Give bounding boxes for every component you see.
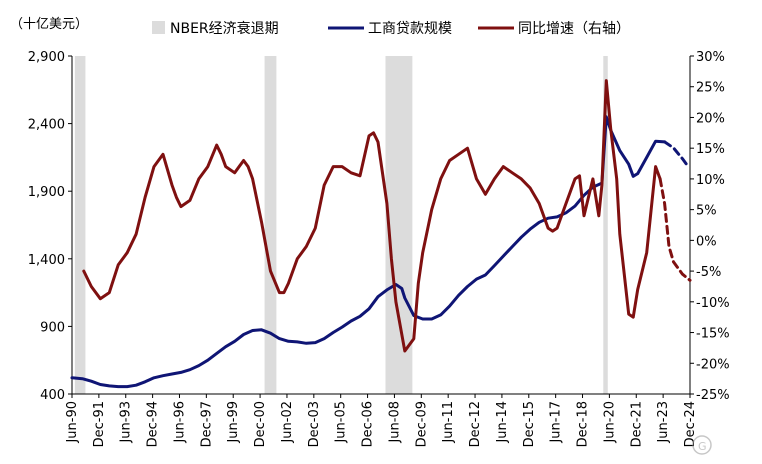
legend: NBER经济衰退期 工商贷款规模 同比增速（右轴） xyxy=(152,20,630,37)
series-lines xyxy=(70,79,692,389)
right-tick-label: -10% xyxy=(696,296,730,311)
right-tick-label: 0% xyxy=(696,234,717,249)
right-tick-label: -5% xyxy=(696,265,721,280)
right-tick-label: -25% xyxy=(696,388,730,403)
left-tick-label: 2,900 xyxy=(28,50,65,65)
right-tick-label: -15% xyxy=(696,327,730,342)
x-tick-label: Dec-18 xyxy=(576,401,591,447)
right-tick-label: 20% xyxy=(696,111,725,126)
right-tick-label: 15% xyxy=(696,142,725,157)
left-tick-label: 1,900 xyxy=(28,185,65,200)
recession-band-1 xyxy=(264,56,277,394)
x-tick-label: Dec-21 xyxy=(629,401,644,447)
x-tick-label: Dec-03 xyxy=(307,401,322,447)
x-tick-label: Jun-23 xyxy=(656,401,671,444)
right-tick-label: 5% xyxy=(696,204,717,219)
right-tick-label: 25% xyxy=(696,81,725,96)
x-tick-label: Dec-06 xyxy=(361,401,376,447)
right-tick-label: 10% xyxy=(696,173,725,188)
loans-line-dashed xyxy=(663,140,690,169)
yoy-line-solid xyxy=(82,79,662,353)
loans-line-solid xyxy=(70,115,667,389)
x-tick-label: Dec-12 xyxy=(468,401,483,447)
x-tick-label: Jun-17 xyxy=(549,401,564,444)
axes xyxy=(68,55,694,398)
tick-labels: 400 900 1,400 1,900 2,400 2,900 -25% -20% -15% -1… xyxy=(28,50,730,447)
x-tick-label: Jun-02 xyxy=(280,401,295,444)
yoy-line-dashed xyxy=(658,177,692,282)
left-axis-unit: （十亿美元） xyxy=(10,17,88,32)
recession-band-3 xyxy=(603,56,608,394)
left-tick-label: 400 xyxy=(40,388,65,403)
x-tick-label: Dec-24 xyxy=(683,401,698,447)
x-tick-label: Dec-15 xyxy=(522,401,537,447)
x-tick-label: Dec-91 xyxy=(92,401,107,447)
left-tick-label: 2,400 xyxy=(28,118,65,133)
x-tick-label: Jun-14 xyxy=(495,401,510,444)
watermark: G xyxy=(692,435,712,455)
legend-loans-label: 工商贷款规模 xyxy=(368,21,452,37)
x-tick-label: Dec-09 xyxy=(414,401,429,447)
left-tick-label: 900 xyxy=(40,320,65,335)
x-tick-label: Dec-97 xyxy=(199,401,214,447)
x-tick-label: Jun-96 xyxy=(172,401,187,444)
right-tick-label: 30% xyxy=(696,50,725,65)
x-tick-label: Jun-20 xyxy=(602,401,617,444)
x-tick-label: Jun-90 xyxy=(65,401,80,444)
x-tick-label: Dec-94 xyxy=(146,401,161,447)
legend-recession-label: NBER经济衰退期 xyxy=(170,20,279,37)
x-tick-label: Jun-99 xyxy=(226,401,241,444)
left-tick-label: 1,400 xyxy=(28,253,65,268)
right-tick-label: -20% xyxy=(696,357,730,372)
legend-yoy-label: 同比增速（右轴） xyxy=(518,21,630,37)
svg-text:G: G xyxy=(698,440,707,453)
x-tick-label: Dec-00 xyxy=(253,401,268,447)
x-tick-label: Jun-08 xyxy=(387,401,402,444)
x-tick-label: Jun-11 xyxy=(441,401,456,444)
x-tick-label: Jun-05 xyxy=(334,401,349,444)
x-tick-label: Jun-93 xyxy=(119,401,134,444)
legend-recession-swatch xyxy=(152,21,165,34)
recession-bands xyxy=(74,56,608,394)
recession-band-0 xyxy=(74,56,86,394)
